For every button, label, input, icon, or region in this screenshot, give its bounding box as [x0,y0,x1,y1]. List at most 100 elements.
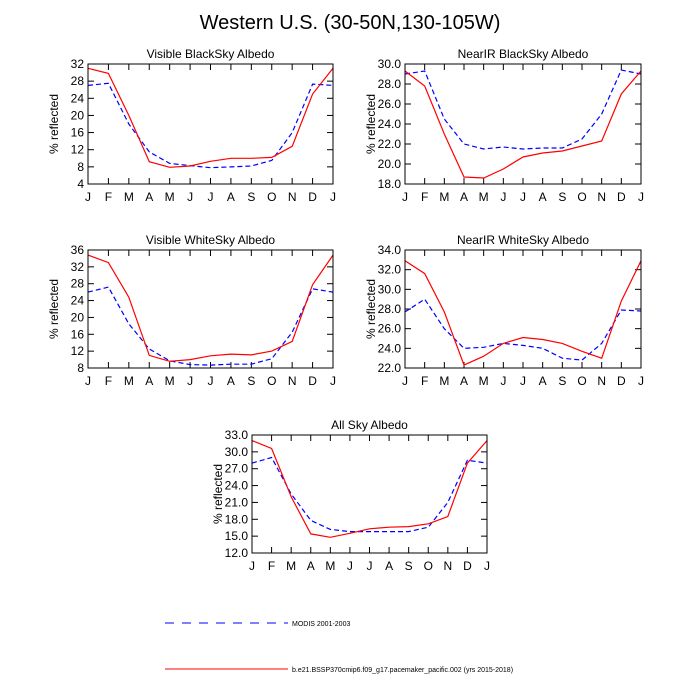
x-tick-label: F [268,559,275,573]
legend-label: MODIS 2001-2003 [292,621,350,628]
x-tick-label: D [308,190,317,204]
x-tick-label: A [227,374,235,388]
x-tick-label: O [577,374,586,388]
chart-panel-4: NearIR WhiteSky Albedo % reflected 22.0 24.… [364,233,644,388]
y-tick-label: 34.0 [378,243,402,257]
panel-title: NearIR WhiteSky Albedo [457,233,589,247]
x-tick-label: D [463,559,472,573]
x-tick-label: J [347,559,353,573]
x-tick-label: J [187,190,193,204]
x-tick-label: M [124,190,134,204]
y-tick-label: 24.0 [225,479,249,493]
panel-title: Visible BlackSky Albedo [147,47,275,61]
x-tick-label: J [208,190,214,204]
x-tick-label: N [597,374,606,388]
x-tick-label: F [421,190,428,204]
plot-frame [87,63,334,185]
x-tick-label: S [247,374,255,388]
plot-frame [251,434,488,554]
y-tick-label: 20 [71,310,85,324]
chart-panel-3: Visible WhiteSky Albedo % reflected 8 12 16 2… [47,233,336,388]
chart-panel-5: All Sky Albedo % reflected 12.0 15.0 18.0 21.… [211,418,490,573]
x-tick-label: M [479,374,489,388]
plot-frame [404,249,642,369]
x-tick-label: J [85,374,91,388]
y-tick-label: 26.0 [378,322,402,336]
panel-title: All Sky Albedo [331,418,408,432]
x-tick-label: S [558,190,566,204]
series-line-modis [87,286,334,366]
x-tick-label: M [479,190,489,204]
x-tick-label: M [286,559,296,573]
x-tick-label: N [443,559,452,573]
x-tick-label: O [267,190,276,204]
y-tick-label: 32 [71,57,85,71]
x-tick-label: J [638,190,644,204]
y-tick-label: 28 [71,277,85,291]
panel-title: Visible WhiteSky Albedo [146,233,276,247]
x-tick-label: J [500,374,506,388]
x-tick-label: M [165,190,175,204]
series-line-model [87,254,334,362]
y-tick-label: 20 [71,108,85,122]
x-tick-label: A [460,190,468,204]
x-tick-label: J [638,374,644,388]
x-tick-label: J [249,559,255,573]
series-line-modis [87,82,334,169]
y-tick-label: 27.0 [225,462,249,476]
y-tick-label: 20.0 [378,157,402,171]
x-tick-label: J [85,190,91,204]
x-tick-label: M [124,374,134,388]
y-axis-label: % reflected [364,279,378,339]
y-tick-label: 26.0 [378,97,402,111]
x-tick-label: J [500,190,506,204]
series-line-modis [404,298,642,361]
x-tick-label: S [558,374,566,388]
x-tick-label: M [165,374,175,388]
y-tick-label: 30.0 [225,445,249,459]
x-tick-label: J [484,559,490,573]
x-tick-label: J [330,190,336,204]
y-axis-label: % reflected [364,94,378,154]
y-tick-label: 32 [71,260,85,274]
series-line-model [404,70,642,179]
y-tick-label: 28 [71,74,85,88]
legend-entry-2: b.e21.BSSP370cmip6.f09_g17.pacemaker_pac… [165,667,513,674]
series-line-model [251,440,488,538]
plot-frame [87,249,334,369]
x-tick-label: O [267,374,276,388]
y-tick-label: 21.0 [225,495,249,509]
y-tick-label: 33.0 [225,428,249,442]
x-tick-label: J [402,374,408,388]
y-tick-label: 24 [71,294,85,308]
x-tick-label: J [187,374,193,388]
y-tick-label: 24.0 [378,341,402,355]
legend-label: b.e21.BSSP370cmip6.f09_g17.pacemaker_pac… [292,667,513,674]
x-tick-label: A [460,374,468,388]
x-tick-label: A [145,374,153,388]
x-tick-label: J [402,190,408,204]
chart-panel-2: NearIR BlackSky Albedo % reflected 18.0 20.… [364,47,644,204]
x-tick-label: M [439,190,449,204]
figure-title: Western U.S. (30-50N,130-105W) [199,12,501,34]
y-axis-label: % reflected [47,94,61,154]
y-tick-label: 30.0 [378,57,402,71]
x-tick-label: O [424,559,433,573]
y-tick-label: 4 [77,177,84,191]
x-tick-label: A [145,190,153,204]
x-tick-label: J [520,190,526,204]
x-tick-label: S [247,190,255,204]
legend-entry-1: MODIS 2001-2003 [165,621,350,628]
y-tick-label: 28.0 [378,302,402,316]
panel-title: NearIR BlackSky Albedo [458,47,589,61]
series-line-modis [251,456,488,533]
x-tick-label: O [577,190,586,204]
series-line-model [87,67,334,168]
y-tick-label: 28.0 [378,77,402,91]
y-axis-label: % reflected [47,279,61,339]
y-tick-label: 30.0 [378,282,402,296]
series-line-modis [404,69,642,150]
x-tick-label: J [520,374,526,388]
y-tick-label: 16 [71,327,85,341]
x-tick-label: F [421,374,428,388]
